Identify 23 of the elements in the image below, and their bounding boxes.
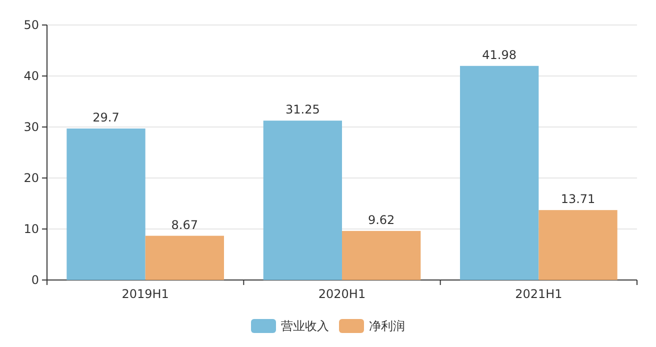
- x-tick-label: 2020H1: [318, 287, 366, 301]
- y-tick-label: 30: [24, 120, 39, 134]
- y-tick-label: 50: [24, 18, 39, 32]
- bar: [66, 128, 146, 280]
- data-label: 9.62: [368, 212, 395, 227]
- legend-label: 净利润: [369, 319, 405, 333]
- data-label: 29.7: [92, 110, 120, 125]
- x-tick-label: 2021H1: [515, 287, 562, 301]
- legend-label: 营业收入: [281, 319, 329, 333]
- data-label: 41.98: [482, 48, 517, 62]
- data-label: 13.71: [560, 192, 596, 206]
- data-label: 31.25: [285, 102, 320, 117]
- bar: [538, 210, 618, 280]
- y-tick-label: 10: [24, 222, 39, 236]
- y-tick-label: 40: [24, 69, 39, 83]
- x-tick-label: 2019H1: [122, 287, 169, 301]
- bar: [460, 66, 539, 280]
- data-label: 8.67: [171, 218, 198, 232]
- y-tick-label: 0: [31, 273, 39, 287]
- bar: [342, 230, 421, 280]
- y-tick-label: 20: [24, 171, 39, 185]
- bar: [145, 236, 224, 280]
- bar: [263, 120, 342, 280]
